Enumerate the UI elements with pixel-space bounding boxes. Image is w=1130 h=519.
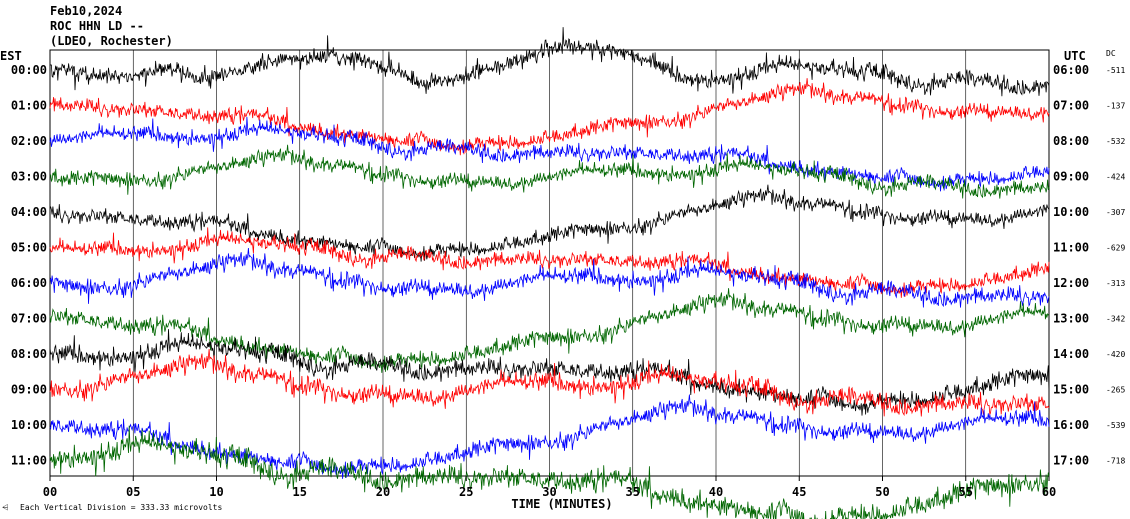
trace-line	[49, 144, 1050, 199]
utc-row-label: 06:00	[1053, 63, 1089, 77]
x-tick-label: 55	[959, 485, 973, 499]
x-tick-label: 20	[376, 485, 390, 499]
x-tick-label: 40	[709, 485, 723, 499]
x-tick-label: 05	[126, 485, 140, 499]
trace-line	[49, 184, 1050, 262]
utc-row-label: 07:00	[1053, 99, 1089, 113]
est-axis-label: EST	[0, 49, 22, 63]
date-label: Feb10,2024	[50, 4, 122, 18]
utc-row-label: 14:00	[1053, 347, 1089, 361]
station-label: ROC HHN LD --	[50, 19, 144, 33]
est-row-label: 02:00	[11, 134, 47, 148]
trace-line	[49, 425, 1050, 519]
dc-offset-label: -539	[1106, 421, 1125, 430]
trace-line	[49, 288, 1050, 373]
est-row-label: 05:00	[11, 241, 47, 255]
utc-row-label: 09:00	[1053, 170, 1089, 184]
est-row-label: 03:00	[11, 170, 47, 184]
utc-axis-label: UTC	[1064, 49, 1086, 63]
utc-row-label: 10:00	[1053, 205, 1089, 219]
trace-line	[49, 27, 1050, 97]
est-row-label: 00:00	[11, 63, 47, 77]
x-tick-label: 60	[1042, 485, 1056, 499]
utc-row-label: 15:00	[1053, 383, 1089, 397]
est-row-label: 07:00	[11, 312, 47, 326]
x-axis-title: TIME (MINUTES)	[511, 497, 612, 511]
trace-line	[49, 227, 1050, 298]
dc-offset-label: -313	[1106, 279, 1125, 288]
dc-offset-label: -307	[1106, 208, 1125, 217]
est-row-label: 11:00	[11, 454, 47, 468]
scale-note: Each Vertical Division = 333.33 microvol…	[20, 503, 222, 512]
x-tick-label: 10	[209, 485, 223, 499]
est-row-label: 08:00	[11, 347, 47, 361]
x-tick-label: 00	[43, 485, 57, 499]
utc-row-label: 11:00	[1053, 241, 1089, 255]
dc-offset-label: -424	[1106, 173, 1125, 182]
trace-line	[49, 116, 1050, 192]
dc-offset-label: -420	[1106, 350, 1125, 359]
dc-column-label: DC	[1106, 49, 1116, 58]
x-tick-label: 45	[792, 485, 806, 499]
x-axis-ticks: 00 05 10 15 20 25 30 35 40 45 50 55 60	[43, 476, 1056, 499]
dc-offset-label: -718	[1106, 457, 1125, 466]
trace-line	[49, 329, 1050, 416]
x-tick-label: 30	[542, 485, 556, 499]
dc-offset-label: -265	[1106, 386, 1125, 395]
dc-offset-label: -532	[1106, 137, 1125, 146]
seismic-traces	[49, 27, 1050, 519]
row-labels: 00:00 06:00 -511 01:00 07:00 -137 02:00 08:00 -5…	[11, 63, 1126, 468]
scale-icon: ⩤	[2, 503, 8, 512]
dc-offset-label: -629	[1106, 244, 1125, 253]
est-row-label: 10:00	[11, 418, 47, 432]
trace-line	[49, 348, 1050, 417]
x-tick-label: 50	[875, 485, 889, 499]
dc-offset-label: -511	[1106, 66, 1125, 75]
dc-offset-label: -137	[1106, 102, 1125, 111]
utc-row-label: 13:00	[1053, 312, 1089, 326]
location-label: (LDEO, Rochester)	[50, 34, 173, 48]
dc-offset-label: -342	[1106, 315, 1125, 324]
trace-line	[49, 78, 1050, 156]
utc-row-label: 12:00	[1053, 276, 1089, 290]
x-tick-label: 15	[293, 485, 307, 499]
trace-line	[49, 247, 1050, 308]
est-row-label: 09:00	[11, 383, 47, 397]
utc-row-label: 16:00	[1053, 418, 1089, 432]
est-row-label: 01:00	[11, 99, 47, 113]
utc-row-label: 17:00	[1053, 454, 1089, 468]
est-row-label: 04:00	[11, 205, 47, 219]
x-tick-label: 25	[459, 485, 473, 499]
utc-row-label: 08:00	[1053, 134, 1089, 148]
est-row-label: 06:00	[11, 276, 47, 290]
x-tick-label: 35	[626, 485, 640, 499]
